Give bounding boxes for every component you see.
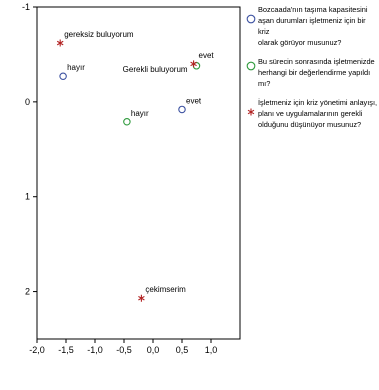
- point-label: çekimserim: [145, 285, 186, 294]
- circle-marker-icon: [246, 14, 256, 24]
- x-tick-label: -0,5: [116, 345, 132, 355]
- x-tick-label: 0,0: [147, 345, 160, 355]
- point-label: hayır: [131, 109, 149, 118]
- x-axis-ticks: -2,0 -1,5 -1,0 -0,5 0,0 0,5 1,0: [29, 339, 217, 355]
- point-label: evet: [186, 96, 202, 105]
- legend-item: Bozcaada'nın taşıma kapasitesini aşan du…: [246, 4, 379, 48]
- point-label: evet: [199, 51, 215, 60]
- x-tick-label: 0,5: [176, 345, 189, 355]
- point-label: Gerekli buluyorum: [123, 65, 188, 74]
- point-marker: [138, 294, 145, 302]
- data-points: hayır evet hayır evet gereksiz buluyorum Gere…: [56, 30, 215, 302]
- point-marker: [123, 118, 131, 126]
- x-tick-label: 1,0: [205, 345, 218, 355]
- y-axis-ticks: -1 0 1 2: [22, 2, 37, 297]
- point-marker: [56, 39, 64, 47]
- circle-marker-icon: [246, 61, 256, 71]
- y-tick-label: 1: [25, 192, 30, 202]
- plot-frame: [36, 6, 241, 340]
- point-label: gereksiz buluyorum: [64, 30, 134, 39]
- legend-label: İşletmeniz için kriz yönetimi anlayışı, …: [258, 98, 378, 129]
- point-marker: [190, 60, 197, 68]
- y-tick-label: 2: [25, 287, 30, 297]
- legend-marker-green: [246, 61, 256, 71]
- x-tick-label: -2,0: [29, 345, 45, 355]
- legend-label: Bozcaada'nın taşıma kapasitesini aşan du…: [258, 5, 368, 47]
- point-marker: [178, 105, 186, 114]
- legend-item: Bu sürecin sonrasında işletmenizde herha…: [246, 56, 379, 89]
- x-tick-label: -1,5: [58, 345, 74, 355]
- legend-item: İşletmeniz için kriz yönetimi anlayışı, …: [246, 97, 379, 130]
- y-tick-label: -1: [22, 2, 30, 12]
- legend-marker-blue: [246, 14, 256, 24]
- x-tick-label: -1,0: [87, 345, 103, 355]
- point-label: hayır: [67, 63, 85, 72]
- point-marker: [59, 72, 67, 80]
- legend-marker-red: [247, 108, 255, 116]
- legend: Bozcaada'nın taşıma kapasitesini aşan du…: [246, 4, 379, 138]
- legend-label: Bu sürecin sonrasında işletmenizde herha…: [258, 57, 375, 88]
- y-tick-label: 0: [25, 97, 30, 107]
- star-marker-icon: [247, 108, 255, 116]
